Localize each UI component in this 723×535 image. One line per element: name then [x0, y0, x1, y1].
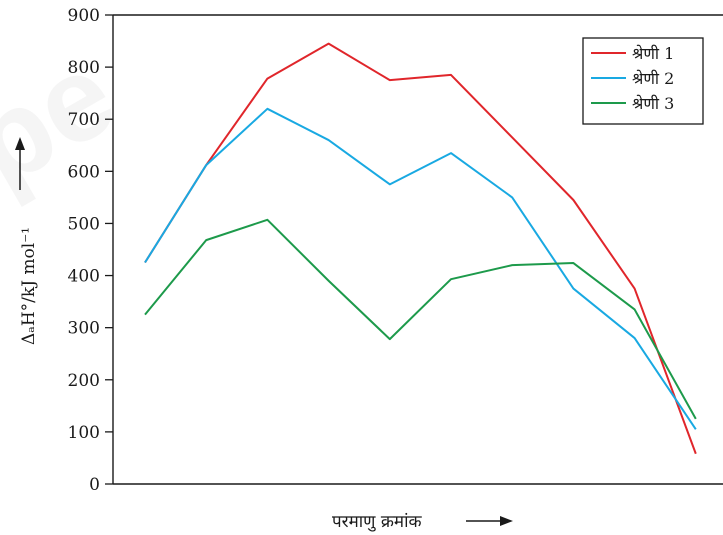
y-tick-label: 400 — [68, 267, 100, 287]
y-tick-label: 700 — [68, 110, 100, 130]
y-tick-label: 600 — [68, 162, 100, 182]
y-tick-label: 800 — [68, 58, 100, 78]
y-tick-label: 0 — [89, 475, 100, 495]
y-tick-label: 900 — [68, 6, 100, 26]
legend-label-2: श्रेणी 2 — [632, 69, 674, 88]
plot-area — [112, 14, 723, 485]
y-tick-label: 500 — [68, 214, 100, 234]
y-axis-label: ΔₐH°/kJ mol⁻¹ — [19, 227, 39, 345]
y-ticks: 0 100 200 300 400 500 600 700 800 900 — [68, 6, 113, 495]
series-line-1 — [144, 42, 697, 455]
y-tick-label: 100 — [68, 423, 100, 443]
x-axis-label: परमाणु क्रमांक — [332, 512, 422, 532]
y-tick-label: 300 — [68, 319, 100, 339]
legend-label-3: श्रेणी 3 — [632, 94, 674, 113]
y-tick-label: 200 — [68, 371, 100, 391]
series-line-3 — [144, 218, 697, 420]
legend-label-1: श्रेणी 1 — [632, 44, 674, 63]
x-axis-arrow — [466, 516, 513, 526]
series-lines — [144, 42, 697, 455]
legend: श्रेणी 1 श्रेणी 2 श्रेणी 3 — [582, 37, 704, 125]
series-line-2 — [144, 107, 697, 430]
y-axis-arrow — [15, 137, 25, 190]
